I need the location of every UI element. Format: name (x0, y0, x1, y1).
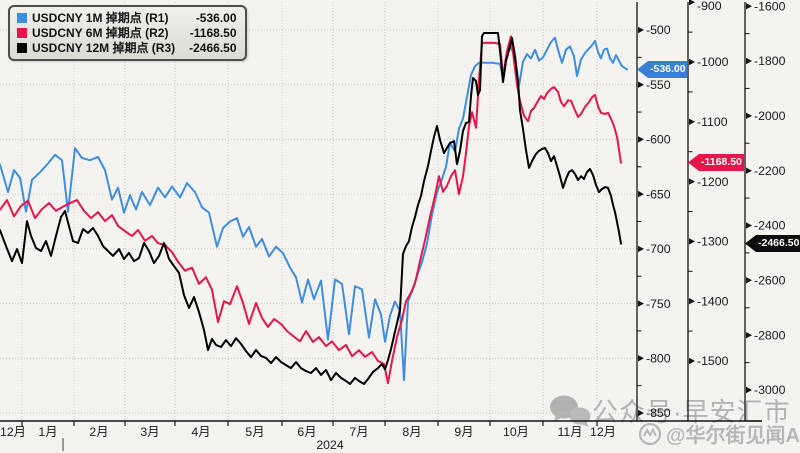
month-label: 6月 (297, 425, 316, 439)
series-line-r3 (0, 32, 622, 385)
tick-label: -850 (646, 406, 671, 420)
tick-arrow (746, 277, 752, 284)
month-label: 10月 (503, 425, 529, 439)
series-swatch-6m (17, 27, 27, 38)
legend-item-usdcny-12m[interactable]: USDCNY 12M 掉期点 (R3) -2466.50 (17, 40, 237, 55)
month-label: 5月 (245, 425, 264, 439)
tick-label: -1200 (697, 175, 729, 189)
tick-arrow (689, 58, 695, 66)
tick-label: -1100 (697, 115, 728, 129)
tick-label: -1500 (697, 354, 729, 368)
app-watermark-text: @华尔街见闻APP (666, 425, 800, 447)
month-label: 3月 (140, 425, 159, 439)
legend-label: USDCNY 12M 掉期点 (R3) (32, 41, 176, 55)
month-label: 8月 (402, 425, 421, 439)
last-value-badge-6m: -1168.50 (688, 154, 744, 171)
tick-label: -800 (646, 352, 671, 366)
tick-label: -2800 (754, 328, 786, 342)
tick-arrow (638, 81, 644, 88)
month-label: 12月 (590, 425, 616, 439)
tick-label: -2000 (754, 109, 786, 123)
tick-arrow (689, 298, 695, 305)
legend-label: USDCNY 6M 掉期点 (R2) (32, 26, 169, 40)
tick-label: -750 (646, 297, 671, 311)
tick-arrow (638, 300, 644, 307)
legend-value: -536.00 (195, 10, 237, 25)
tick-arrow (638, 136, 644, 143)
month-label: 1月 (38, 425, 57, 439)
month-label: 11月 (557, 425, 582, 439)
tick-arrow (689, 357, 695, 365)
tick-label: -1800 (754, 54, 786, 68)
tick-label: -700 (646, 242, 671, 256)
tick-arrow (638, 409, 644, 417)
series-line-r1 (0, 36, 628, 382)
month-label: 4月 (191, 425, 210, 439)
tick-arrow (746, 222, 752, 229)
app-watermark: @华尔街见闻APP (638, 419, 800, 448)
tick-arrow (689, 118, 695, 125)
tick-label: -1400 (697, 294, 729, 308)
tick-label: -500 (646, 23, 671, 37)
tick-arrow (746, 3, 752, 10)
last-value-badge-1m: -536.00 (637, 61, 687, 78)
cursor-artifact (62, 438, 64, 451)
tick-arrow (638, 355, 644, 362)
legend-item-usdcny-6m[interactable]: USDCNY 6M 掉期点 (R2) -1168.50 (17, 25, 237, 40)
tick-arrow (746, 167, 752, 174)
tick-arrow (746, 112, 752, 119)
month-label: 12月 (0, 425, 26, 439)
tick-label: -900 (697, 0, 722, 13)
tick-label: -550 (646, 78, 671, 92)
tick-arrow (689, 238, 695, 245)
tick-arrow (689, 0, 695, 6)
tick-arrow (638, 245, 644, 253)
year-label: 2024 (316, 438, 344, 452)
month-label: 9月 (454, 425, 473, 439)
tick-arrow (638, 190, 644, 198)
series-swatch-12m (17, 42, 27, 53)
tick-label: -2200 (754, 164, 786, 178)
last-value-badge-12m: -2466.50 (745, 235, 800, 252)
wechat-watermark-text: 公众号·早安汇市 (592, 397, 791, 427)
month-label: 7月 (349, 425, 368, 439)
tick-label: -650 (646, 187, 671, 201)
series-line-r2 (0, 35, 622, 385)
tick-label: -2600 (754, 274, 786, 288)
legend-label: USDCNY 1M 掉期点 (R1) (32, 11, 169, 25)
tick-label: -2400 (754, 219, 786, 233)
legend-item-usdcny-1m[interactable]: USDCNY 1M 掉期点 (R1) -536.00 (17, 10, 237, 25)
tick-label: -1600 (754, 0, 786, 13)
legend: USDCNY 1M 掉期点 (R1) -536.00 USDCNY 6M 掉期点… (8, 5, 247, 61)
wscn-logo-icon (638, 422, 662, 445)
wechat-icon (550, 395, 591, 427)
tick-label: -3000 (754, 383, 786, 397)
tick-label: -600 (646, 133, 671, 147)
tick-label: -1000 (697, 55, 729, 69)
tick-arrow (689, 178, 695, 185)
tick-arrow (638, 26, 644, 34)
tick-arrow (746, 386, 752, 394)
wechat-watermark: 公众号·早安汇市 (548, 392, 791, 429)
legend-value: -1168.50 (189, 25, 237, 40)
tick-arrow (746, 332, 752, 339)
tick-arrow (746, 57, 752, 65)
legend-value: -2466.50 (189, 40, 237, 55)
month-label: 2月 (89, 425, 108, 439)
series-swatch-1m (17, 12, 27, 23)
tick-label: -1300 (697, 235, 729, 249)
